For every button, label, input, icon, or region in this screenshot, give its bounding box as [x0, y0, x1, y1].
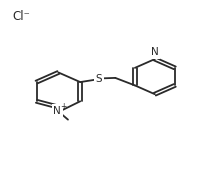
Text: N: N [54, 106, 61, 116]
Text: S: S [95, 74, 102, 84]
Text: N: N [151, 47, 159, 57]
Text: +: + [60, 102, 66, 111]
Text: Cl⁻: Cl⁻ [12, 10, 30, 23]
